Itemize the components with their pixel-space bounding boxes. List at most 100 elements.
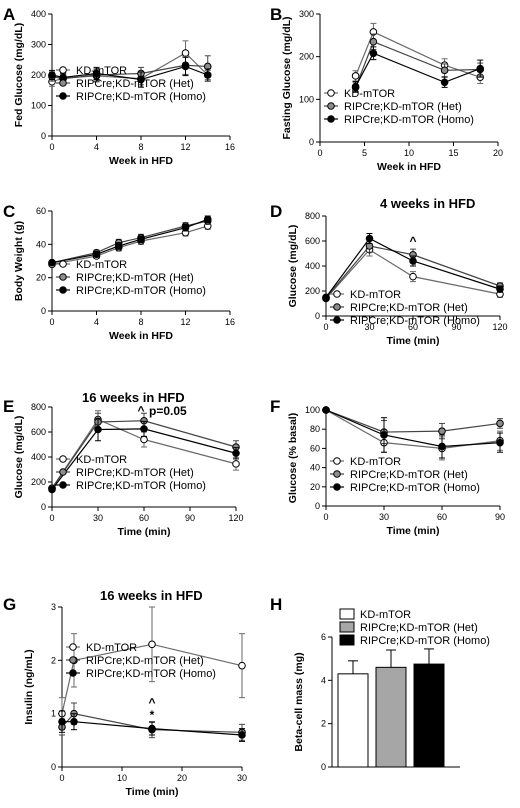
y-tick-label: 200 (299, 52, 314, 62)
series-3 (48, 56, 212, 88)
annotation-asterisk: * (150, 708, 155, 722)
panel-c: C 0 20 40 60 Body Weight (g) 0 4 8 12 16 Week in HF… (3, 202, 235, 342)
legend-entry: KD-mTOR (350, 289, 401, 301)
y-tick-label: 0 (321, 762, 326, 772)
annotation-pvalue: p=0.05 (149, 404, 187, 418)
series-2 (322, 406, 504, 445)
y-tick-label: 300 (31, 40, 46, 50)
y-tick-label: 400 (31, 452, 46, 462)
panel-label: C (3, 202, 15, 221)
series-line (51, 218, 208, 264)
y-tick-label: 0 (309, 137, 314, 147)
legend-entry: RIPCre;KD-mTOR (Het) (76, 272, 194, 284)
legend-marker (59, 92, 67, 100)
panel-label: D (270, 202, 282, 221)
y-tick-label: 2 (51, 655, 56, 665)
data-point (409, 257, 417, 265)
legend-marker (333, 290, 341, 298)
x-tick-label: 0 (323, 322, 328, 332)
legend-marker (59, 66, 67, 74)
series-2 (351, 33, 485, 94)
y-axis-label: Beta-cell mass (mg) (293, 652, 305, 751)
panel-label: F (270, 397, 280, 416)
y-tick-label: 2 (321, 719, 326, 729)
legend-swatch (339, 634, 355, 646)
y-tick-label: 6 (321, 632, 326, 642)
x-tick-label: 30 (93, 513, 103, 523)
series-line (51, 225, 208, 265)
x-tick-label: 90 (185, 513, 195, 523)
y-tick-label: 100 (305, 405, 320, 415)
x-tick-label: 4 (94, 317, 99, 327)
y-tick-label: 200 (31, 477, 46, 487)
legend-marker (69, 669, 77, 677)
legend-marker (327, 89, 335, 97)
y-tick-label: 0 (41, 131, 46, 141)
series-line (325, 409, 501, 433)
y-tick-label: 800 (305, 211, 320, 221)
x-tick-label: 90 (495, 512, 505, 522)
series-line (325, 248, 501, 299)
data-point (137, 235, 145, 244)
x-tick-label: 8 (138, 317, 143, 327)
data-point (70, 717, 78, 726)
x-axis-label: Time (min) (387, 525, 440, 537)
legend-entry: RIPCre;KD-mTOR (Het) (350, 302, 468, 314)
x-tick-label: 16 (225, 317, 235, 327)
y-axis-label: Fasting Glucose (mg/dL) (281, 16, 293, 139)
legend-entry: KD-mTOR (350, 456, 401, 468)
data-point (496, 419, 504, 428)
data-point (365, 234, 374, 243)
x-tick-label: 30 (379, 512, 389, 522)
y-tick-label: 100 (31, 101, 46, 111)
panel-a: A 0 100 200 300 400 Fed Glucose (mg/dL) 0 4 8 12 16… (3, 5, 235, 167)
annotation-caret: ^ (409, 234, 416, 248)
legend-entry: RIPCre;KD-mTOR (Homo) (86, 668, 216, 680)
y-tick-label: 40 (310, 463, 320, 473)
data-point (232, 449, 240, 458)
x-tick-label: 4 (94, 142, 99, 152)
legend-marker (59, 468, 67, 476)
legend-entry: KD-mTOR (360, 609, 411, 621)
data-point (203, 71, 212, 79)
legend-entry: RIPCre;KD-mTOR (Homo) (76, 91, 206, 103)
legend-entry: RIPCre;KD-mTOR (Homo) (76, 285, 206, 297)
legend-marker (333, 457, 341, 465)
x-tick-label: 60 (437, 512, 447, 522)
y-tick-label: 800 (31, 402, 46, 412)
x-axis-label: Time (min) (118, 526, 171, 538)
legend-entry: RIPCre;KD-mTOR (Homo) (344, 114, 474, 126)
series-line (355, 31, 481, 78)
data-point (351, 82, 360, 91)
data-point (140, 435, 148, 444)
y-tick-label: 20 (36, 273, 46, 283)
panel-title: 4 weeks in HFD (380, 196, 475, 211)
x-tick-label: 12 (180, 317, 190, 327)
legend-marker (69, 656, 77, 664)
legend-entry: KD-mTOR (76, 454, 127, 466)
legend-entry: KD-mTOR (344, 88, 395, 100)
series-line (325, 237, 501, 298)
x-tick-label: 0 (317, 148, 322, 158)
y-tick-label: 4 (321, 675, 326, 685)
x-tick-label: 0 (323, 512, 328, 522)
x-axis-label: Week in HFD (377, 161, 441, 173)
data-point (476, 64, 485, 73)
panel-g: G 0 1 2 3 Insulin (ng/mL) 0 10 20 30 Time (min) 16 … (3, 588, 247, 798)
legend-marker (333, 483, 341, 491)
data-point (351, 72, 360, 80)
legend-marker (59, 286, 67, 294)
data-point (181, 223, 190, 232)
data-point (203, 215, 212, 224)
series-3 (48, 417, 240, 494)
series-line (355, 52, 481, 87)
series-3 (58, 710, 246, 742)
panel-label: A (3, 5, 15, 24)
data-point (58, 717, 66, 726)
y-tick-label: 20 (310, 482, 320, 492)
y-tick-label: 100 (299, 94, 314, 104)
x-tick-label: 8 (138, 142, 143, 152)
bar-1 (337, 673, 369, 768)
panel-e: E 0 200 400 600 800 Glucose (mg/dL) 0 30 60 90 120 T… (3, 390, 244, 538)
